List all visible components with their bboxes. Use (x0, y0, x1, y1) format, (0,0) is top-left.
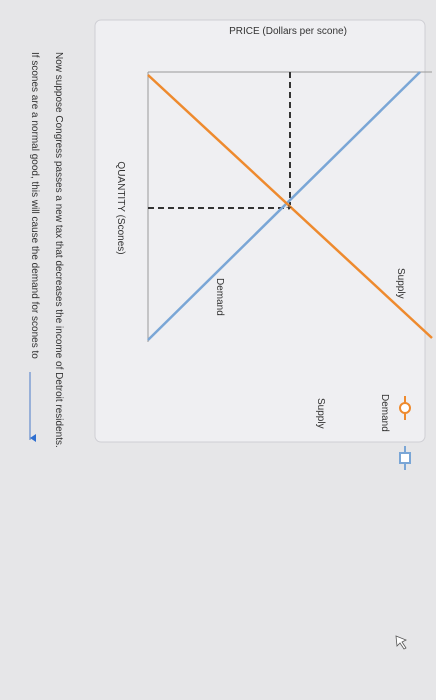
blue-curve[interactable] (147, 71, 421, 341)
quantity-axis-label: QUANTITY (Scones) (115, 161, 126, 254)
intersection-marker: + (286, 203, 292, 214)
legend-symbol[interactable] (399, 402, 411, 414)
curve-label: Demand (214, 278, 225, 316)
question-text: If scones are a normal good, this will c… (29, 52, 40, 359)
question-text: Now suppose Congress passes a new tax th… (53, 52, 64, 448)
price-axis-label: PRICE (Dollars per scone) (229, 26, 347, 37)
orange-curve[interactable] (147, 74, 433, 339)
dropdown-arrow[interactable] (30, 434, 36, 442)
legend-label: Demand (379, 394, 390, 432)
legend-symbol[interactable] (399, 452, 411, 464)
legend-label: Supply (315, 398, 326, 429)
cursor (395, 635, 407, 650)
curve-label: Supply (395, 268, 406, 299)
